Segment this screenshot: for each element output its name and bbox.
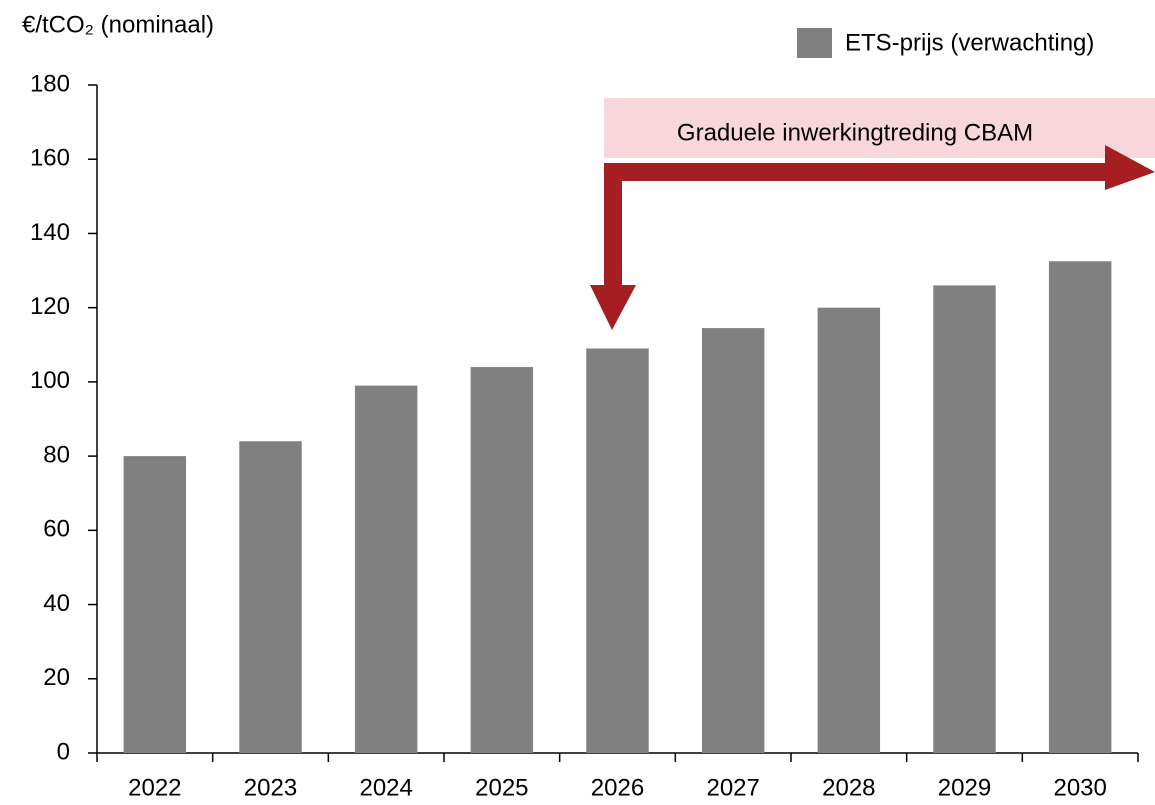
annotation-band xyxy=(604,98,1155,158)
y-tick-label: 20 xyxy=(43,664,70,691)
x-tick-label: 2023 xyxy=(244,774,297,801)
y-tick-label: 0 xyxy=(57,738,70,765)
annotation-text: Graduele inwerkingtreding CBAM xyxy=(677,119,1033,146)
bar xyxy=(239,441,302,753)
bar xyxy=(586,348,649,753)
bar xyxy=(933,285,996,753)
x-tick-label: 2026 xyxy=(591,774,644,801)
x-tick-label: 2030 xyxy=(1053,774,1106,801)
x-tick-label: 2025 xyxy=(475,774,528,801)
legend-label: ETS-prijs (verwachting) xyxy=(845,29,1094,56)
y-tick-label: 140 xyxy=(30,219,70,246)
bar xyxy=(817,307,881,753)
bar xyxy=(123,456,187,753)
annotation-arrow xyxy=(590,145,1155,330)
y-tick-label: 60 xyxy=(43,516,70,543)
x-tick-label: 2028 xyxy=(822,774,875,801)
y-tick-label: 120 xyxy=(30,293,70,320)
bar xyxy=(1048,261,1112,753)
y-tick-label: 100 xyxy=(30,367,70,394)
y-axis-title: €/tCO₂ (nominaal) xyxy=(22,11,214,38)
bar xyxy=(470,367,534,753)
x-tick-label: 2029 xyxy=(938,774,991,801)
bar xyxy=(701,328,765,753)
y-tick-label: 40 xyxy=(43,590,70,617)
y-tick-label: 180 xyxy=(30,70,70,97)
x-tick-label: 2027 xyxy=(706,774,759,801)
x-tick-label: 2024 xyxy=(359,774,412,801)
legend-swatch xyxy=(797,28,832,58)
y-tick-label: 80 xyxy=(43,441,70,468)
y-tick-label: 160 xyxy=(30,145,70,172)
x-tick-label: 2022 xyxy=(128,774,181,801)
bar xyxy=(354,385,418,753)
